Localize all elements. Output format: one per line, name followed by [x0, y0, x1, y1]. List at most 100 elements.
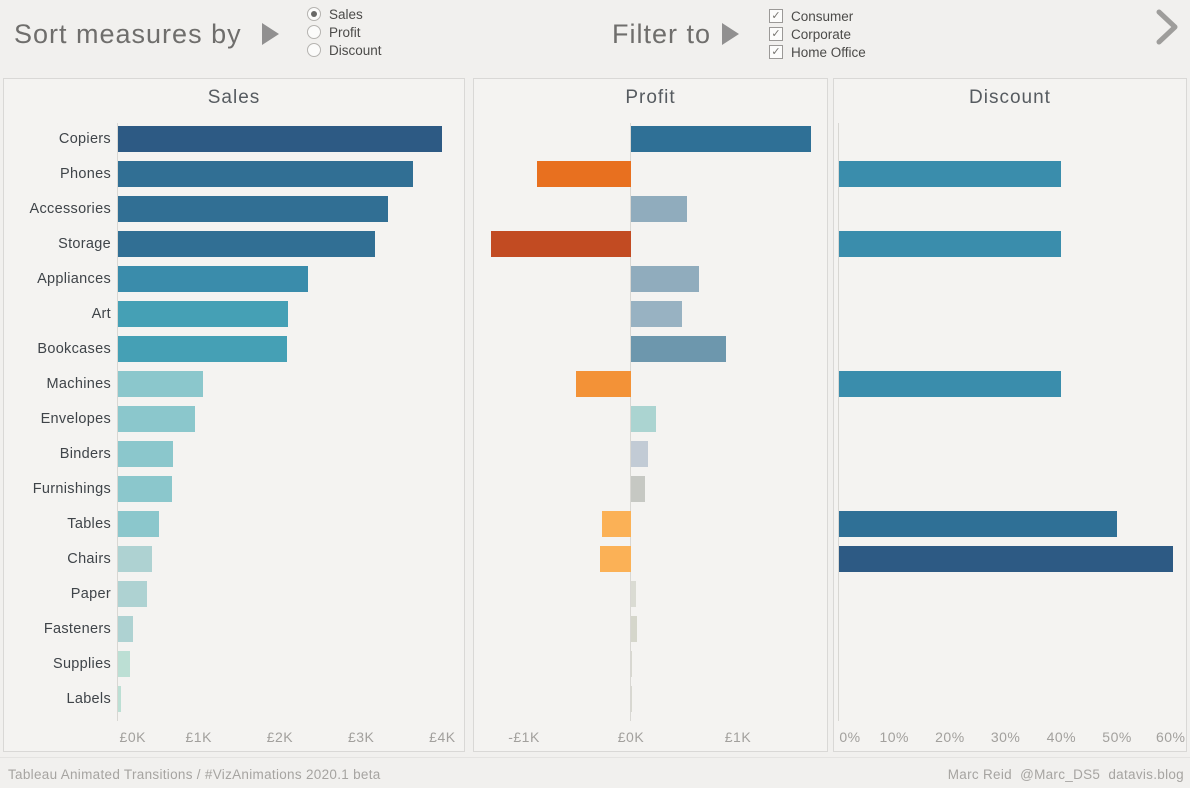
play-arrow-icon — [262, 23, 279, 45]
bar-profit-chairs[interactable] — [599, 546, 631, 572]
bar-profit-labels[interactable] — [630, 686, 633, 712]
category-label-chairs[interactable]: Chairs — [67, 550, 111, 567]
bar-sales-fasteners[interactable] — [117, 616, 133, 642]
bar-sales-paper[interactable] — [117, 581, 147, 607]
checkbox-icon[interactable]: ✓ — [769, 45, 783, 59]
sort-measures-label: Sort measures by — [14, 19, 242, 49]
bar-sales-appliances[interactable] — [117, 266, 309, 292]
filter-checkbox-group: ✓ Consumer ✓ Corporate ✓ Home Office — [769, 9, 866, 60]
bar-discount-storage[interactable] — [838, 231, 1062, 257]
category-label-tables[interactable]: Tables — [67, 515, 111, 532]
bar-profit-bookcases[interactable] — [630, 336, 727, 362]
radio-icon[interactable] — [307, 7, 321, 21]
footer: Tableau Animated Transitions / #VizAnima… — [0, 757, 1190, 788]
bar-profit-envelopes[interactable] — [630, 406, 656, 432]
category-label-accessories[interactable]: Accessories — [29, 200, 111, 217]
axis-tick-label-discount-40-: 40% — [1046, 729, 1077, 745]
axis-tick-label-sales--4k: £4K — [429, 729, 456, 745]
bar-profit-paper[interactable] — [630, 581, 637, 607]
chart-title-profit: Profit — [625, 87, 676, 108]
checkbox-option-corporate[interactable]: ✓ Corporate — [769, 26, 866, 42]
bar-profit-supplies[interactable] — [630, 651, 633, 677]
bar-profit-copiers[interactable] — [630, 126, 811, 152]
footer-credit-left: Tableau Animated Transitions / #VizAnima… — [8, 767, 381, 782]
bar-discount-machines[interactable] — [838, 371, 1062, 397]
bar-sales-tables[interactable] — [117, 511, 159, 537]
bar-sales-binders[interactable] — [117, 441, 173, 467]
bar-profit-furnishings[interactable] — [630, 476, 645, 502]
bar-profit-tables[interactable] — [602, 511, 631, 537]
bar-profit-machines[interactable] — [576, 371, 631, 397]
bar-sales-envelopes[interactable] — [117, 406, 196, 432]
category-label-furnishings[interactable]: Furnishings — [32, 480, 111, 497]
category-label-bookcases[interactable]: Bookcases — [37, 340, 111, 357]
option-label: Profit — [329, 24, 361, 40]
category-label-supplies[interactable]: Supplies — [52, 655, 111, 672]
bar-profit-accessories[interactable] — [630, 196, 687, 222]
axis-tick-label-profit--1k: £1K — [724, 729, 752, 745]
bar-profit-binders[interactable] — [630, 441, 649, 467]
axis-tick-label-discount-30-: 30% — [990, 729, 1021, 745]
bar-profit-fasteners[interactable] — [630, 616, 638, 642]
bar-profit-art[interactable] — [630, 301, 683, 327]
axis-tick-label-discount-10-: 10% — [879, 729, 909, 745]
checkbox-option-home-office[interactable]: ✓ Home Office — [769, 44, 866, 60]
category-label-binders[interactable]: Binders — [59, 445, 111, 462]
bar-sales-accessories[interactable] — [117, 196, 388, 222]
axis-tick-label-discount-50-: 50% — [1102, 729, 1132, 745]
bar-discount-chairs[interactable] — [838, 546, 1173, 572]
bar-sales-storage[interactable] — [117, 231, 375, 257]
bar-sales-labels[interactable] — [117, 686, 121, 712]
chart-panel-profit: Profit -£1K £0K £1K — [473, 78, 828, 752]
axis-tick-label-profit--0k: £0K — [617, 729, 645, 745]
axis-tick-label-sales--1k: £1K — [185, 729, 212, 745]
bar-sales-machines[interactable] — [117, 371, 203, 397]
category-label-envelopes[interactable]: Envelopes — [40, 410, 111, 427]
category-label-paper[interactable]: Paper — [70, 585, 111, 602]
checkbox-icon[interactable]: ✓ — [769, 27, 783, 41]
category-label-machines[interactable]: Machines — [46, 375, 111, 392]
bar-discount-phones[interactable] — [838, 161, 1062, 187]
axis-tick-label-sales--3k: £3K — [347, 729, 375, 745]
checkbox-icon[interactable]: ✓ — [769, 9, 783, 23]
radio-option-discount[interactable]: Discount — [307, 43, 382, 58]
zero-gridline — [838, 123, 839, 721]
chart-panel-discount: Discount 0% 10% 20% 30% 40% 50% 60% — [833, 78, 1187, 752]
bar-sales-chairs[interactable] — [117, 546, 153, 572]
bar-profit-appliances[interactable] — [630, 266, 700, 292]
category-label-copiers[interactable]: Copiers — [58, 130, 111, 147]
footer-credit-right: Marc Reid @Marc_DS5 datavis.blog — [947, 767, 1184, 782]
bar-sales-supplies[interactable] — [117, 651, 131, 677]
bar-sales-phones[interactable] — [117, 161, 414, 187]
axis-tick-label-sales--2k: £2K — [266, 729, 294, 745]
option-label: Home Office — [791, 44, 866, 60]
bar-sales-furnishings[interactable] — [117, 476, 172, 502]
chart-panel-sales: Sales Copiers Phones Accessories Storage App… — [3, 78, 465, 752]
checkbox-option-consumer[interactable]: ✓ Consumer — [769, 9, 866, 24]
chevron-right-icon[interactable] — [1152, 6, 1182, 48]
chart-title-sales: Sales — [207, 87, 261, 108]
axis-tick-label-discount-60-: 60% — [1155, 729, 1186, 745]
category-label-fasteners[interactable]: Fasteners — [43, 620, 111, 637]
bar-profit-storage[interactable] — [490, 231, 631, 257]
category-label-phones[interactable]: Phones — [60, 165, 111, 182]
bar-sales-bookcases[interactable] — [117, 336, 288, 362]
category-label-storage[interactable]: Storage — [58, 235, 111, 252]
bar-discount-tables[interactable] — [838, 511, 1118, 537]
category-label-art[interactable]: Art — [91, 305, 111, 322]
bar-sales-art[interactable] — [117, 301, 289, 327]
category-label-labels[interactable]: Labels — [66, 690, 111, 707]
option-label: Corporate — [791, 26, 852, 42]
radio-icon[interactable] — [307, 43, 321, 57]
play-arrow-icon — [722, 23, 739, 45]
bar-sales-copiers[interactable] — [117, 126, 443, 152]
radio-option-sales[interactable]: Sales — [307, 6, 382, 22]
radio-icon[interactable] — [307, 25, 321, 39]
sort-radio-group: Sales Profit Discount — [307, 6, 382, 58]
axis-tick-label-discount-0-: 0% — [839, 729, 861, 745]
category-label-appliances[interactable]: Appliances — [37, 270, 111, 287]
bar-profit-phones[interactable] — [536, 161, 631, 187]
radio-option-profit[interactable]: Profit — [307, 24, 382, 40]
option-label: Sales — [329, 6, 363, 22]
